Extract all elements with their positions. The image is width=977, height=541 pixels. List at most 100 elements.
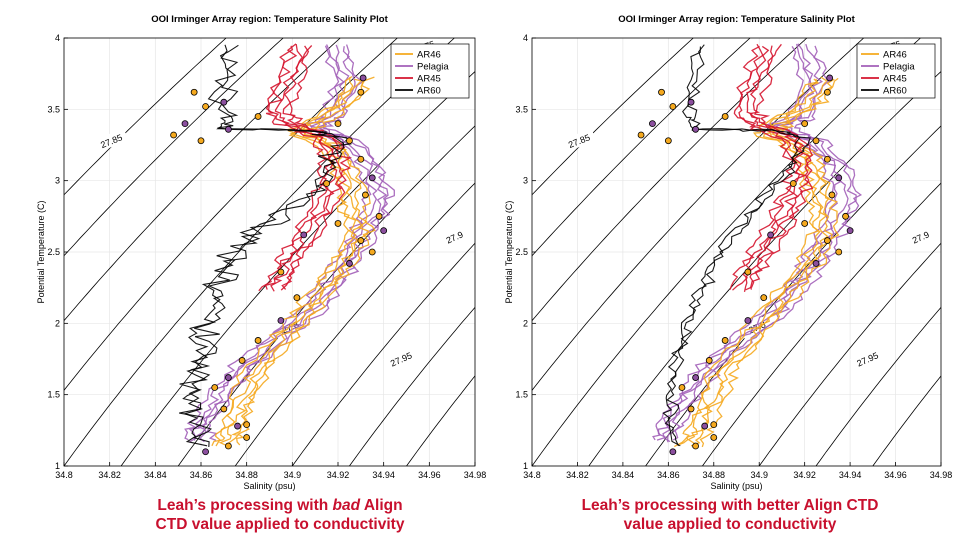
p1-x-tick-label: 34.9 — [284, 470, 302, 480]
p2-data-point — [842, 212, 849, 220]
p1-y-tick-label: 1.5 — [47, 390, 60, 400]
p1-x-tick-label: 34.94 — [372, 470, 395, 480]
p1-y-axis-label: Potential Temperature (C) — [36, 201, 46, 304]
p2-data-point — [678, 384, 686, 391]
p2-series-ar45 — [750, 43, 814, 290]
p1-legend-box — [390, 43, 470, 99]
p1-series-ar45 — [280, 45, 343, 291]
p1-data-point — [368, 248, 376, 256]
p1-x-tick-label: 34.92 — [327, 470, 350, 480]
p1-contour-label-bg — [383, 346, 419, 371]
caption-right-line1: Leah’s processing with better Align CTD — [581, 497, 879, 514]
p2-x-tick-label: 34.9 — [750, 470, 768, 480]
p2-data-point — [812, 260, 820, 267]
p1-series-ar45 — [281, 45, 352, 290]
caption-left-post: Align — [360, 497, 403, 514]
caption-left-pre: Leah’s processing with — [157, 497, 333, 514]
p2-contour-line — [872, 375, 941, 466]
caption-left-line2: CTD value applied to conductivity — [155, 516, 405, 533]
p2-y-tick-label: 4 — [523, 33, 528, 43]
p1-data-point — [224, 374, 232, 381]
p2-legend-label-ar46: AR46 — [883, 50, 907, 61]
p2-contour-label-bg — [903, 224, 938, 250]
p2-data-point — [823, 155, 831, 163]
p2-x-tick-label: 34.88 — [703, 470, 726, 480]
p1-legend-label-pelagia: Pelagia — [417, 62, 449, 73]
p1-data-point — [357, 88, 365, 96]
p1-x-tick-label: 34.96 — [418, 470, 441, 480]
p2-contour-line — [815, 306, 941, 466]
p1-y-tick-label: 3.5 — [47, 104, 60, 114]
p1-data-point — [368, 174, 376, 182]
caption-left-emph: bad — [332, 497, 361, 514]
p1-data-point — [293, 294, 301, 302]
p1-x-tick-label: 34.8 — [55, 470, 73, 480]
p2-contour-label-bg — [849, 346, 885, 371]
p1-data-point — [334, 120, 342, 127]
p2-contour-line — [532, 38, 808, 322]
p2-x-tick-label: 34.92 — [793, 470, 816, 480]
p2-data-point — [705, 357, 713, 364]
p1-legend-label-ar46: AR46 — [417, 50, 441, 61]
p1-series-pelagia — [206, 44, 395, 441]
p1-data-point — [238, 357, 246, 364]
p2-contour-line — [532, 38, 694, 196]
p1-y-tick-label: 4 — [55, 33, 60, 43]
p2-legend-label-pelagia: Pelagia — [883, 62, 915, 73]
p1-contour-line — [291, 242, 475, 466]
p1-data-point — [254, 337, 262, 344]
p2-data-point — [658, 88, 665, 96]
p2-data-point — [801, 120, 809, 127]
p2-data-point — [835, 248, 843, 256]
p2-x-tick-label: 34.84 — [612, 470, 635, 480]
p1-data-point — [359, 74, 367, 82]
p1-data-point — [375, 212, 383, 220]
p2-contour-line — [532, 38, 921, 466]
p1-series-ar45 — [264, 43, 335, 290]
p1-x-tick-label: 34.82 — [98, 470, 121, 480]
p1-y-tick-label: 2.5 — [47, 247, 60, 257]
p1-data-point — [346, 137, 353, 145]
p2-x-tick-label: 34.86 — [657, 470, 680, 480]
p1-x-tick-label: 34.84 — [144, 470, 167, 480]
p1-y-tick-label: 1 — [55, 461, 60, 471]
p2-series-pelagia — [667, 43, 857, 443]
p1-contour-label: 27.85 — [99, 132, 124, 150]
p2-data-point — [826, 74, 834, 82]
p2-data-point — [801, 220, 809, 227]
p1-contour-line — [406, 375, 475, 466]
p1-data-point — [211, 384, 219, 391]
p2-data-point — [835, 174, 843, 182]
p2-x-tick-label: 34.98 — [930, 470, 953, 480]
p1-contour-line — [64, 38, 398, 391]
p2-plot: 27.7527.827.8527.927.9534.834.8234.8434.… — [504, 14, 953, 491]
p1-x-tick-label: 34.88 — [235, 470, 258, 480]
p1-data-point — [170, 131, 178, 139]
p1-data-point — [234, 422, 241, 430]
p2-data-point — [710, 421, 718, 429]
p1-data-point — [300, 231, 308, 239]
p1-data-point — [243, 434, 251, 441]
p1-contour-line — [64, 38, 341, 322]
p1-contour-line — [234, 182, 475, 466]
p1-data-point — [181, 120, 189, 127]
p1-data-point — [254, 113, 262, 120]
p1-x-axis-label: Salinity (psu) — [243, 481, 295, 491]
p1-contour-line — [64, 38, 227, 196]
p2-data-point — [649, 120, 656, 127]
p2-markers — [637, 74, 854, 456]
p2-contour-line — [532, 38, 864, 391]
p2-contour-label: 27.95 — [855, 350, 880, 368]
p1-data-point — [380, 227, 388, 235]
p1-contour-label-bg — [93, 128, 129, 153]
p1-data-point — [357, 237, 365, 244]
p1-y-tick-label: 2 — [55, 318, 60, 328]
p1-series-ar46 — [214, 76, 353, 447]
p1-series-ar60 — [183, 44, 352, 448]
p2-x-tick-label: 34.8 — [523, 470, 541, 480]
p2-contour-label-bg — [561, 128, 597, 153]
p1-data-point — [277, 268, 285, 276]
p1-x-tick-label: 34.98 — [464, 470, 487, 480]
p2-contour-line — [702, 182, 941, 466]
